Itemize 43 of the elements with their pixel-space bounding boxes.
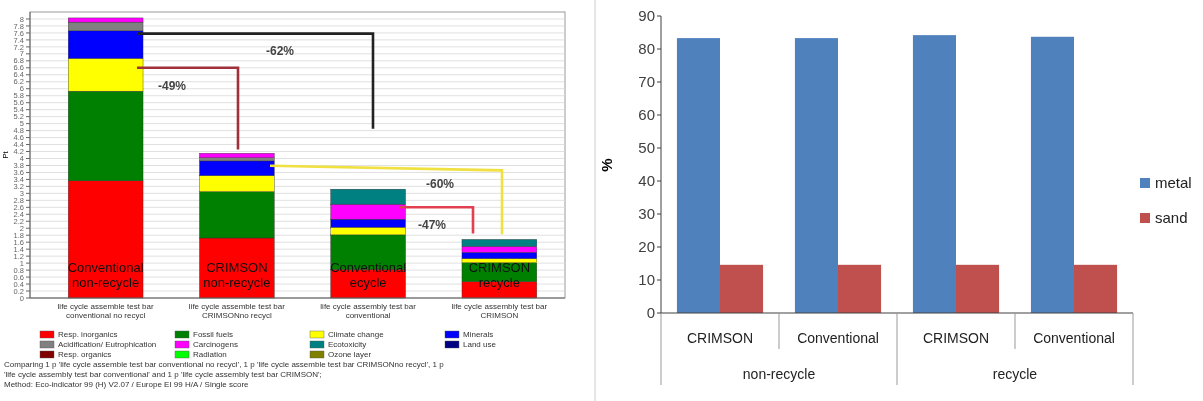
legend-label: Minerals [463, 329, 494, 339]
text: recycle [992, 366, 1038, 382]
x-tick-label: CRIMSON [686, 330, 754, 346]
y-tick-label: 10 [638, 271, 655, 289]
x-tick-label: Conventional [797, 330, 879, 346]
text: Method: Eco-indicator 99 (H) V2.07 / Europe EI 99 H/A / Single score [4, 380, 250, 389]
text: Comparing 1 p 'life cycle assemble test bar conventional no recycl', 1 p 'life cycle assemble test bar CRIMSONno recycl', 1 p 'life cycle assembly test bar conventional' and 1 p 'life cycle assembly test bar CRIMSON'; [4, 360, 445, 379]
annotation: -62% [265, 43, 295, 58]
y-tick-label: 80 [638, 40, 655, 58]
x-tick-label: life cycle assemble test bar CRIMSONno recycl [188, 302, 286, 320]
legend-label: Resp. inorganics [58, 329, 118, 339]
y-axis-title: % [598, 158, 615, 172]
y-tick-label: 90 [638, 7, 655, 25]
annotation: -60% [425, 177, 455, 192]
y-tick-label: 40 [638, 172, 655, 190]
x-tick-label: CRIMSON [922, 330, 990, 346]
annotation: -47% [417, 217, 447, 232]
legend-label: Ecotoxicity [328, 339, 367, 349]
y-axis-title: Pt [1, 150, 10, 159]
y-tick-label: 60 [638, 106, 655, 124]
annotation: Conventional non-recycle [67, 260, 144, 290]
legend-label: Land use [463, 339, 497, 349]
legend-label: Climate change [328, 329, 385, 339]
x-tick-label: Conventional [1033, 330, 1115, 346]
y-tick-label: 0 [646, 304, 655, 322]
annotation: CRIMSON non-recycle [203, 260, 271, 290]
x-tick-label: life cycle assembly test bar CRIMSON [451, 302, 548, 320]
x-tick-label: life cycle assemble test bar conventional no recycl [57, 302, 154, 320]
legend-label: Carcinogens [193, 339, 238, 349]
y-tick-label: 50 [638, 139, 655, 157]
annotation: -49% [157, 79, 187, 94]
legend-label: Ozone layer [328, 349, 372, 359]
legend-label: metal [1155, 174, 1192, 192]
y-tick-label: 20 [638, 238, 655, 256]
y-tick-label: 30 [638, 205, 655, 223]
text: non-recycle [742, 366, 816, 382]
legend-label: sand [1155, 209, 1188, 227]
legend-label: Resp. organics [58, 349, 112, 359]
y-tick-label: 70 [638, 73, 655, 91]
legend-label: Radiation [193, 349, 227, 359]
legend-label: Fossil fuels [193, 329, 234, 339]
x-tick-label: life cycle assembly test bar conventional [320, 302, 417, 320]
legend-label: Acidification/ Eutrophication [58, 339, 157, 349]
